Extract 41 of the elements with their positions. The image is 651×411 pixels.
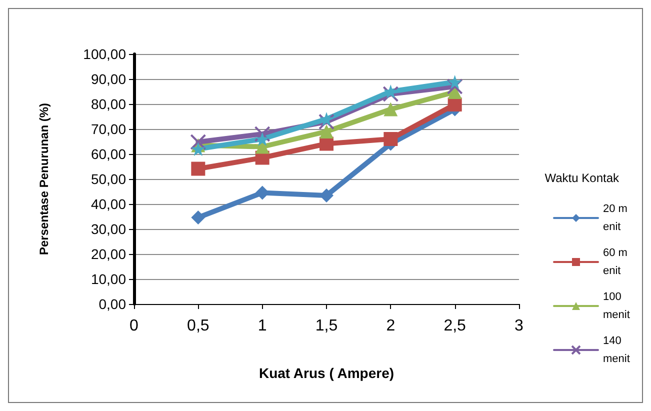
legend-label: 100 menit	[603, 291, 630, 321]
x-tick-label: 3	[514, 318, 524, 334]
x-axis-title: Kuat Arus ( Ampere)	[258, 365, 394, 381]
x-tick-label: 0	[130, 318, 139, 334]
y-tick-label: 50,00	[90, 171, 126, 187]
y-axis-title: Persentase Penurunan (%)	[37, 102, 51, 256]
legend-label: 60 menit	[603, 247, 628, 277]
point	[382, 86, 399, 102]
legend-label: 20 menit	[603, 203, 628, 233]
y-tick-label: 30,00	[90, 221, 126, 237]
point	[320, 188, 334, 202]
y-tick-label: 10,00	[90, 271, 126, 287]
point	[191, 142, 206, 156]
legend-label: 140 menit	[603, 335, 630, 365]
point	[191, 210, 206, 224]
point	[254, 126, 270, 142]
y-tick-label: 80,00	[90, 96, 126, 112]
point	[320, 112, 334, 126]
point	[190, 134, 206, 150]
point	[318, 114, 334, 130]
y-tick-label: 90,00	[90, 71, 126, 87]
y-tick-label: 40,00	[90, 196, 126, 212]
x-tick-label: 0,5	[187, 318, 210, 334]
point	[320, 124, 334, 138]
y-tick-label: 20,00	[90, 246, 126, 262]
x-tick-label: 1	[258, 318, 267, 334]
x-tick-label: 2,5	[444, 318, 466, 334]
point	[384, 84, 398, 98]
point	[446, 78, 463, 94]
x-tick-label: 2	[386, 318, 396, 334]
legend-title: Waktu Kontak	[544, 171, 620, 185]
point	[255, 132, 270, 146]
y-tick-label: 0,00	[98, 296, 126, 312]
point	[448, 75, 462, 89]
x-tick-label: 1,5	[315, 318, 338, 334]
point	[384, 102, 398, 116]
point	[384, 132, 398, 146]
y-tick-label: 100,00	[83, 46, 126, 62]
y-tick-label: 70,00	[90, 121, 126, 137]
point	[191, 162, 206, 176]
y-tick-label: 60,00	[90, 146, 126, 162]
